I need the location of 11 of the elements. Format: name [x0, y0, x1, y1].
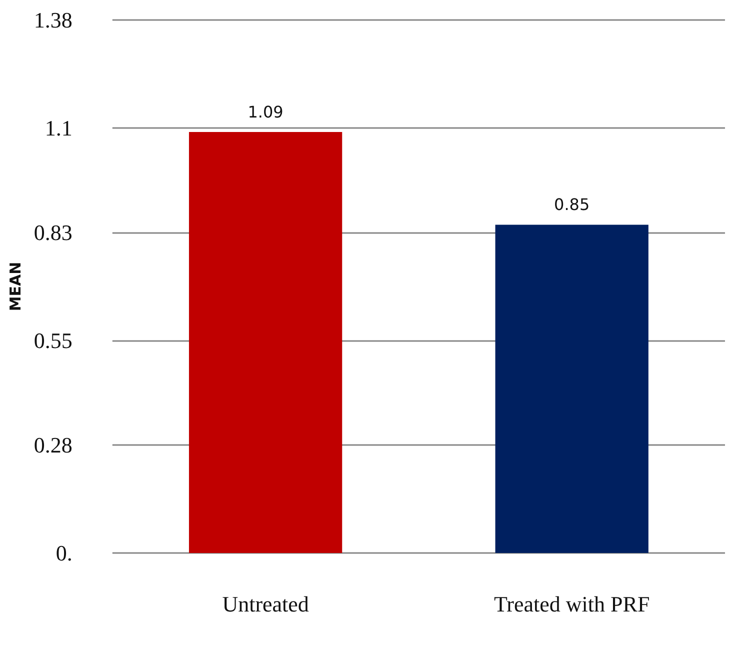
- y-tick-label: 0.83: [34, 220, 72, 245]
- x-tick-label: Treated with PRF: [494, 592, 650, 616]
- y-axis-title: MEAN: [6, 262, 24, 312]
- data-label: 1.09: [248, 102, 284, 122]
- y-tick-label: 1.1: [44, 116, 72, 141]
- y-tick-label: 0.: [56, 540, 72, 566]
- data-label: 0.85: [554, 195, 590, 214]
- y-tick-label: 1.38: [34, 8, 72, 32]
- y-tick-label: 0.55: [34, 328, 72, 354]
- y-tick-label: 0.28: [34, 432, 72, 458]
- x-tick-label: Untreated: [222, 592, 309, 616]
